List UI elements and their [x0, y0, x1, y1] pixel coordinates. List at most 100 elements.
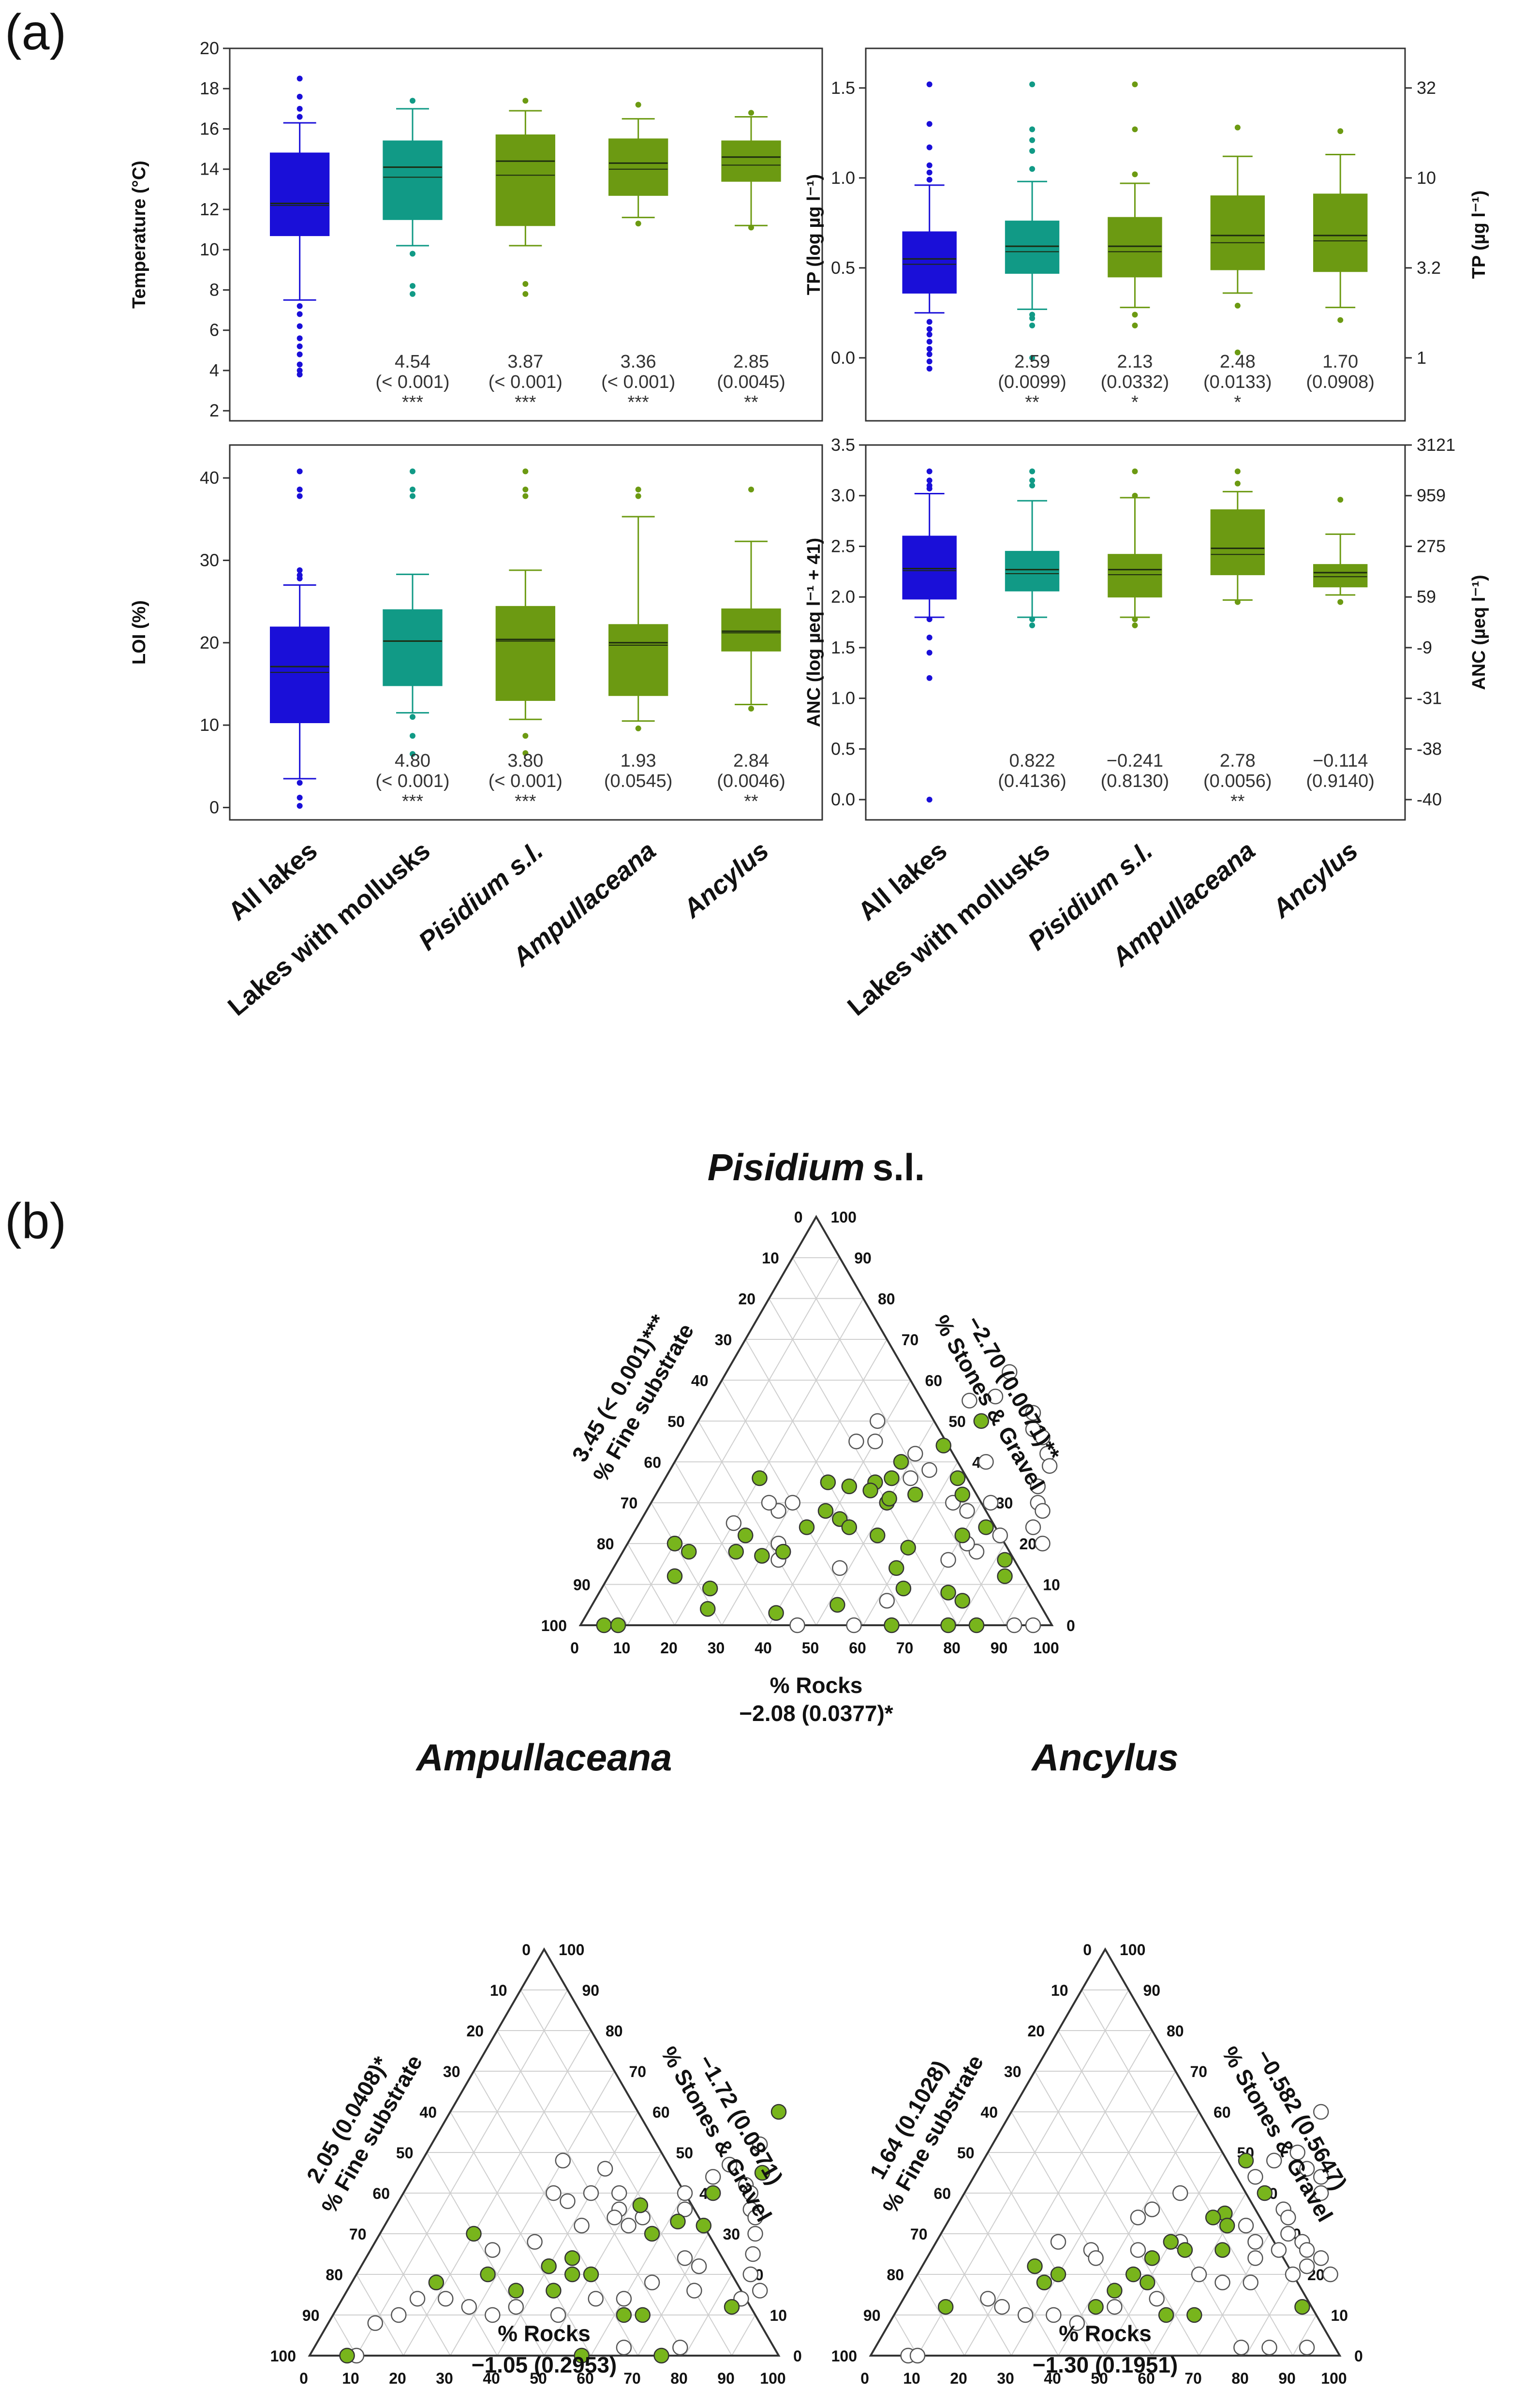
stat-value: −0.114 — [1313, 751, 1368, 771]
site-point-absent — [1247, 2234, 1263, 2250]
site-point-present — [670, 2213, 686, 2230]
box-iqr — [721, 608, 781, 652]
tick-fine: 0 — [794, 1209, 803, 1226]
grid-line — [1081, 1989, 1293, 2356]
outlier-point — [926, 331, 933, 338]
site-point-absent — [508, 2299, 524, 2315]
y-tick-label: 14 — [200, 159, 219, 179]
site-point-present — [596, 1617, 612, 1633]
tick-fine: 80 — [597, 1535, 614, 1553]
site-point-present — [1214, 2242, 1230, 2258]
site-point-absent — [1247, 2250, 1263, 2266]
site-point-absent — [1238, 2217, 1254, 2234]
stat-p: (0.0046) — [717, 771, 785, 791]
site-point-absent — [485, 2307, 501, 2323]
box-iqr — [1210, 509, 1265, 576]
stat-value: 4.54 — [395, 352, 430, 372]
site-point-absent — [1030, 1478, 1046, 1495]
site-point-present — [428, 2274, 444, 2291]
grid-line — [917, 1989, 1129, 2356]
box-iqr — [608, 138, 668, 196]
grid-line — [792, 1257, 1006, 1626]
site-point-absent — [994, 2299, 1010, 2315]
tick-fine: 70 — [349, 2226, 367, 2243]
stat-stars: *** — [402, 392, 424, 413]
outlier-point — [1029, 482, 1036, 489]
outlier-point — [926, 351, 933, 357]
site-point-absent — [677, 2250, 693, 2266]
y2-tick-label: -9 — [1417, 638, 1432, 657]
box-1: 4.80(< 0.001)*** — [375, 468, 450, 812]
site-point-absent — [672, 2339, 688, 2356]
site-point-absent — [980, 2291, 996, 2307]
site-point-present — [775, 1543, 791, 1560]
stat-stars: *** — [402, 791, 424, 812]
site-point-absent — [616, 2339, 632, 2356]
y2-axis-label: TP (µg l⁻¹) — [1469, 191, 1489, 279]
grid-line — [1034, 2071, 1199, 2356]
site-point-absent — [677, 2201, 693, 2217]
grid-line — [731, 2315, 756, 2356]
ternary-frame — [308, 1947, 781, 2357]
outlier-point — [296, 93, 303, 100]
tick-fine: 30 — [443, 2063, 460, 2080]
tick-rocks: 60 — [849, 1639, 866, 1657]
box-0 — [270, 75, 330, 378]
site-point-present — [997, 1568, 1013, 1584]
outlier-point — [926, 319, 933, 325]
site-point-absent — [1233, 2339, 1249, 2356]
tick-stones: 90 — [1143, 1982, 1161, 1999]
outlier-point — [1029, 166, 1036, 172]
outlier-point — [296, 114, 303, 120]
grid-line — [1292, 2315, 1317, 2356]
box-iqr — [902, 535, 957, 600]
site-point-absent — [644, 2274, 660, 2291]
outlier-point — [926, 477, 933, 484]
tick-stones: 80 — [1167, 2022, 1184, 2040]
site-point-absent — [921, 1462, 937, 1478]
y2-tick-label: 32 — [1417, 78, 1436, 98]
outlier-point — [1132, 81, 1138, 88]
site-point-present — [954, 1593, 970, 1609]
stat-stars: *** — [515, 791, 536, 812]
tick-stones: 100 — [1120, 1941, 1145, 1959]
grid-line — [356, 2274, 404, 2356]
tick-fine: 30 — [715, 1331, 732, 1349]
outlier-point — [522, 486, 529, 492]
stat-stars: ** — [744, 791, 758, 812]
tick-fine: 0 — [522, 1941, 531, 1959]
outlier-point — [1234, 349, 1241, 356]
tick-fine: 90 — [302, 2307, 320, 2324]
tick-rocks: 30 — [436, 2370, 453, 2387]
site-point-present — [940, 1617, 956, 1633]
site-point-present — [666, 1535, 683, 1552]
stat-value: 1.93 — [621, 751, 656, 771]
site-point-present — [1257, 2185, 1273, 2201]
site-point-absent — [1289, 2144, 1305, 2161]
grid-line — [426, 2152, 545, 2356]
site-point-present — [895, 1580, 912, 1597]
ternary-title: Ampullaceana — [415, 1736, 672, 1779]
y-tick-label: 1.0 — [831, 688, 855, 708]
outlier-point — [1029, 148, 1036, 154]
tick-rocks: 20 — [950, 2370, 967, 2387]
tick-fine: 10 — [1051, 1982, 1068, 1999]
grid-line — [627, 1543, 675, 1626]
boxplot-tp: 0.0 0.5 1.0 1.5 TP (log µg l⁻¹) 1 3.2 10 32 TP (µ… — [804, 47, 1489, 422]
outlier-point — [296, 361, 303, 368]
tick-rocks: 40 — [483, 2370, 500, 2387]
site-point-present — [841, 1519, 857, 1535]
box-3: 1.93(0.0545) — [604, 486, 672, 791]
tick-rocks: 50 — [1091, 2370, 1108, 2387]
grid-line — [917, 2274, 965, 2356]
site-point-absent — [1050, 2234, 1066, 2250]
site-point-absent — [691, 2258, 707, 2274]
y-tick-label: 20 — [200, 633, 219, 653]
site-point-absent — [1069, 2315, 1085, 2331]
y-tick-label: 1.5 — [831, 78, 855, 98]
site-point-absent — [1243, 2274, 1259, 2291]
site-point-present — [1140, 2274, 1155, 2291]
y-tick-label: 10 — [200, 715, 219, 735]
outlier-point — [635, 221, 641, 227]
tick-stones: 90 — [854, 1249, 872, 1267]
